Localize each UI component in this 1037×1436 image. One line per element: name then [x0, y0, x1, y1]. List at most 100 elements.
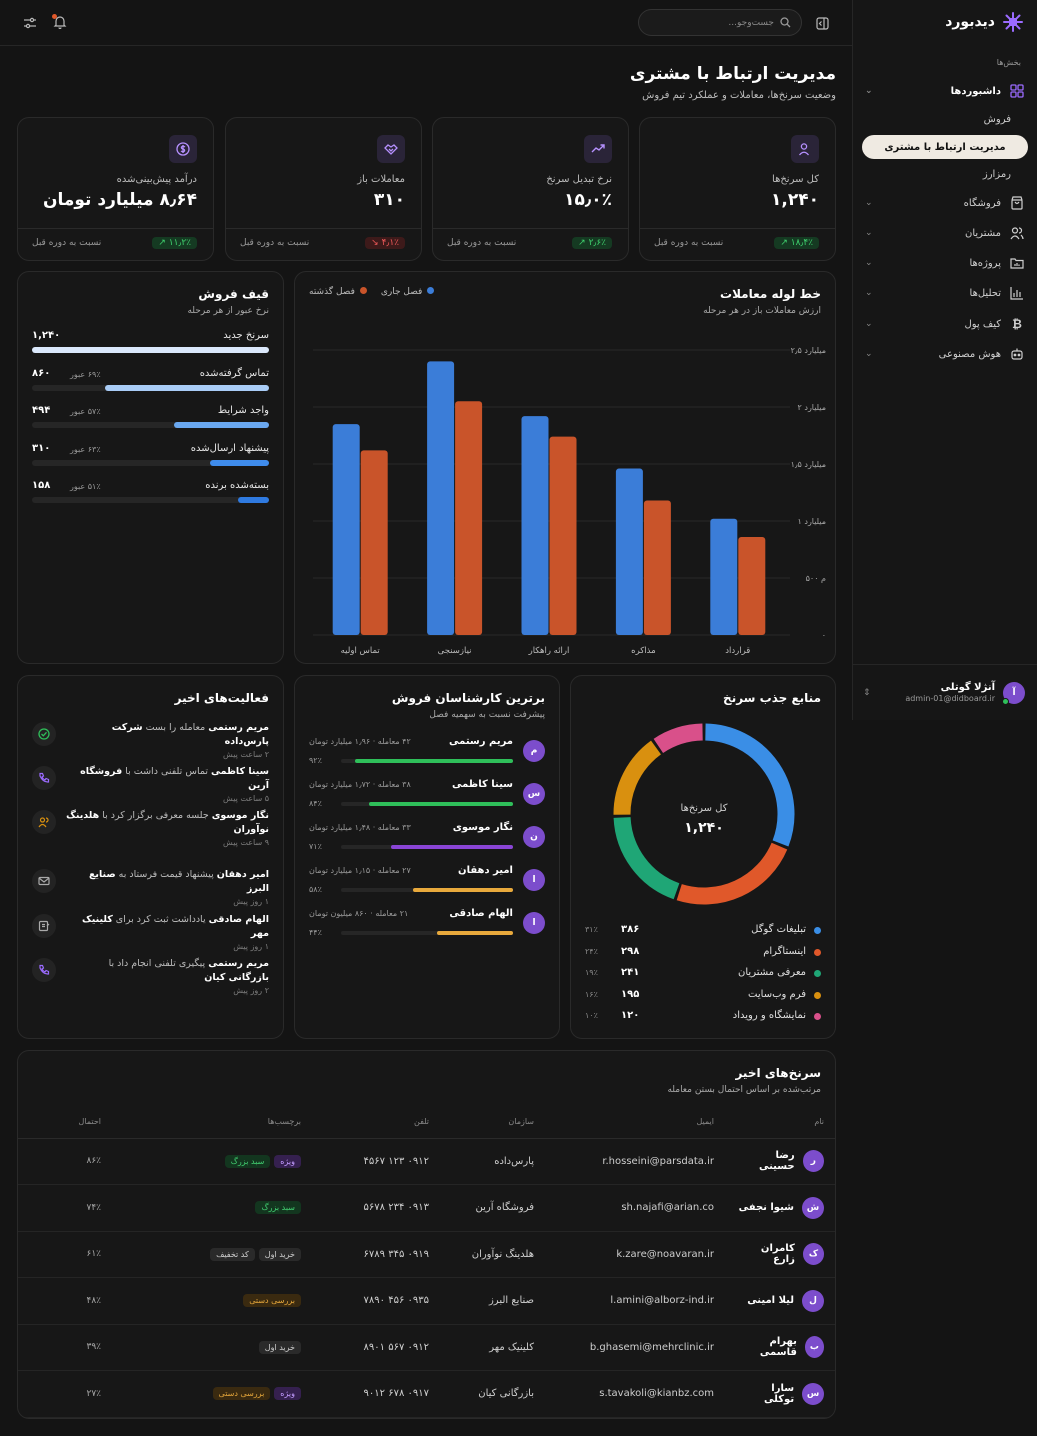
top-reps-card: برترین کارشناسان فروش پیشرفت نسبت به سهم…: [294, 675, 560, 1039]
tag-badge: ویژه: [274, 1154, 301, 1168]
funnel-stage: سرنخ جدید ۱,۲۴۰: [32, 330, 269, 360]
legend-item-previous: فصل گذشته: [309, 287, 367, 297]
lead-email[interactable]: b.ghasemi@mehrclinic.ir: [546, 1324, 726, 1371]
donut-slice[interactable]: [613, 740, 662, 815]
activity-text: سینا کاظمی تماس تلفنی داشت با فروشگاه آر…: [66, 765, 269, 793]
rep-item[interactable]: ن نگار موسوی ۳۳ معامله · ۱٫۴۸ میلیارد تو…: [309, 822, 545, 858]
settings-sliders-icon[interactable]: [20, 14, 40, 32]
sidebar-item-analytics[interactable]: تحلیل‌ها ⌄: [865, 282, 1025, 304]
activity-item[interactable]: مریم رستمی پیگیری تلفنی انجام داد با باز…: [32, 957, 269, 995]
sidebar-item-shop[interactable]: فروشگاه ⌄: [865, 192, 1025, 214]
lead-email[interactable]: k.zare@noavaran.ir: [546, 1231, 726, 1278]
sidebar-divider: [853, 664, 1037, 665]
column-header[interactable]: نام: [726, 1106, 835, 1139]
column-header[interactable]: تلفن: [313, 1106, 441, 1139]
trending-up-icon: [584, 135, 612, 163]
avatar: س: [802, 1382, 824, 1405]
bar-current[interactable]: [427, 361, 455, 635]
donut-slice[interactable]: [676, 842, 788, 905]
funnel-stage-label: پیشنهاد ارسال‌شده: [190, 442, 269, 454]
sidebar-item-label: رمزارز: [982, 168, 1011, 180]
rep-item[interactable]: ا امیر دهقان ۲۷ معامله · ۱٫۱۵ میلیارد تو…: [309, 865, 545, 901]
table-row[interactable]: ب بهرام قاسمی b.ghasemi@mehrclinic.ir کلی…: [18, 1324, 835, 1371]
y-tick-label: ۲ میلیارد: [798, 403, 826, 412]
brand-name: دیدبورد: [945, 14, 995, 30]
notification-bell-icon[interactable]: [50, 12, 70, 32]
sidebar-item-label: مشتریان: [965, 227, 1001, 239]
reps-title: برترین کارشناسان فروش: [391, 691, 545, 705]
lead-org: پارس‌داده: [441, 1138, 546, 1185]
y-tick-label: ۵۰۰ م: [806, 574, 826, 583]
bar-current[interactable]: [710, 518, 738, 635]
stat-change: ۱۱٫۲٪: [168, 238, 191, 248]
bar-current[interactable]: [521, 416, 549, 635]
stat-card-open-deals: معاملات باز ۳۱۰ ۴٫۱٪ ↘ نسبت به دوره قبل: [225, 117, 422, 261]
sidebar-item-label: پروژه‌ها: [969, 257, 1001, 269]
activity-text: مریم رستمی معامله را بست شرکت پارس‌داده: [66, 721, 269, 749]
lead-phone: ۰۹۱۳ ۲۳۴ ۵۶۷۸: [313, 1184, 441, 1232]
user-icon: [791, 135, 819, 163]
sidebar-item-crypto[interactable]: رمزارز: [865, 163, 1025, 185]
activity-actor: سینا کاظمی: [211, 766, 269, 777]
bar-previous[interactable]: [360, 450, 388, 635]
activity-item[interactable]: امیر دهقان پیشنهاد قیمت فرستاد به صنایع …: [32, 868, 269, 906]
lead-email[interactable]: l.amini@alborz-ind.ir: [546, 1277, 726, 1325]
funnel-stage-label: واجد شرایط: [217, 405, 269, 416]
lead-email[interactable]: s.tavakoli@kianbz.com: [546, 1370, 726, 1418]
activity-actor: الهام صادقی: [208, 914, 269, 925]
lead-sources-donut: [613, 723, 795, 905]
phone-icon: [32, 958, 56, 982]
activity-item[interactable]: مریم رستمی معامله را بست شرکت پارس‌داده …: [32, 721, 269, 759]
table-row[interactable]: س سارا توکلی s.tavakoli@kianbz.com بازرگا…: [18, 1370, 835, 1418]
donut-slice[interactable]: [705, 723, 795, 847]
lead-org: صنایع البرز: [441, 1277, 546, 1325]
user-menu[interactable]: آ آنژلا گوتلی admin-01@didboard.ir ⇕: [863, 680, 1025, 706]
bar-previous[interactable]: [455, 401, 483, 635]
pipeline-bar-chart: ۰ ۵۰۰ م ۱ میلیارد ۱٫۵ میلیارد ۲ میلیارد ۲٫۵ م…: [313, 346, 826, 656]
rep-item[interactable]: س سینا کاظمی ۳۸ معامله · ۱٫۷۲ میلیارد تو…: [309, 779, 545, 815]
sidebar-item-ai[interactable]: هوش مصنوعی ⌄: [865, 343, 1025, 365]
rep-deals: ۲۷ معامله · ۱٫۱۵ میلیارد تومان: [309, 866, 411, 875]
donut-slice[interactable]: [653, 723, 704, 754]
brand[interactable]: دیدبورد: [945, 12, 1023, 32]
table-row[interactable]: ک کامران زارع k.zare@noavaran.ir هلدینگ ن…: [18, 1231, 835, 1278]
sidebar-item-projects[interactable]: پروژه‌ها ⌄: [865, 252, 1025, 274]
legend-percent: ۲۴٪: [585, 946, 598, 956]
table-row[interactable]: ر رضا حسینی r.hosseini@parsdata.ir پارس‌د…: [18, 1138, 835, 1185]
table-row[interactable]: ل لیلا امینی l.amini@alborz-ind.ir صنایع …: [18, 1277, 835, 1325]
bar-current[interactable]: [332, 424, 360, 635]
lead-probability: ۸۶٪: [18, 1138, 113, 1185]
rep-item[interactable]: ا الهام صادقی ۲۱ معامله · ۸۶۰ میلیون توم…: [309, 908, 545, 944]
sidebar-item-customers[interactable]: مشتریان ⌄: [865, 222, 1025, 244]
column-header[interactable]: ایمیل: [546, 1106, 726, 1139]
column-header[interactable]: برچسب‌ها: [113, 1106, 313, 1139]
rep-item[interactable]: م مریم رستمی ۴۲ معامله · ۱٫۹۶ میلیارد تو…: [309, 736, 545, 772]
chart-legend: فصل جاری فصل گذشته: [309, 287, 435, 297]
activity-item[interactable]: سینا کاظمی تماس تلفنی داشت با فروشگاه آر…: [32, 765, 269, 803]
lead-email[interactable]: sh.najafi@arian.co: [546, 1184, 726, 1232]
table-row[interactable]: ش شیوا نجفی sh.najafi@arian.co فروشگاه آر…: [18, 1184, 835, 1232]
column-header[interactable]: سازمان: [441, 1106, 546, 1139]
sidebar-item-crm[interactable]: مدیریت ارتباط با مشتری: [862, 135, 1028, 159]
sidebar-item-wallet[interactable]: ₿ کیف پول ⌄: [865, 313, 1025, 335]
sidebar-item-sales[interactable]: فروش: [865, 108, 1025, 130]
online-status-dot: [1002, 698, 1009, 705]
lead-email[interactable]: r.hosseini@parsdata.ir: [546, 1138, 726, 1185]
bar-previous[interactable]: [738, 536, 766, 635]
activity-item[interactable]: الهام صادقی یادداشت ثبت کرد برای کلینیک …: [32, 913, 269, 951]
bar-previous[interactable]: [549, 436, 577, 635]
rep-percent: ۵۸٪: [309, 885, 322, 894]
activity-item[interactable]: نگار موسوی جلسه معرفی برگزار کرد با هلدی…: [32, 809, 269, 847]
funnel-track: [32, 497, 269, 503]
bar-previous[interactable]: [643, 500, 671, 635]
sidebar-item-dashboards[interactable]: داشبوردها ⌄: [865, 80, 1025, 102]
bar-current[interactable]: [615, 468, 643, 635]
funnel-track: [32, 347, 269, 353]
search-input[interactable]: جست‌وجو...: [638, 9, 802, 36]
bot-icon: [1009, 346, 1025, 362]
legend-label: اینستاگرام: [763, 945, 806, 957]
donut-slice[interactable]: [613, 816, 680, 900]
sidebar-toggle-icon[interactable]: [814, 15, 830, 31]
stat-note: نسبت به دوره قبل: [654, 238, 724, 248]
column-header[interactable]: احتمال: [18, 1106, 113, 1139]
